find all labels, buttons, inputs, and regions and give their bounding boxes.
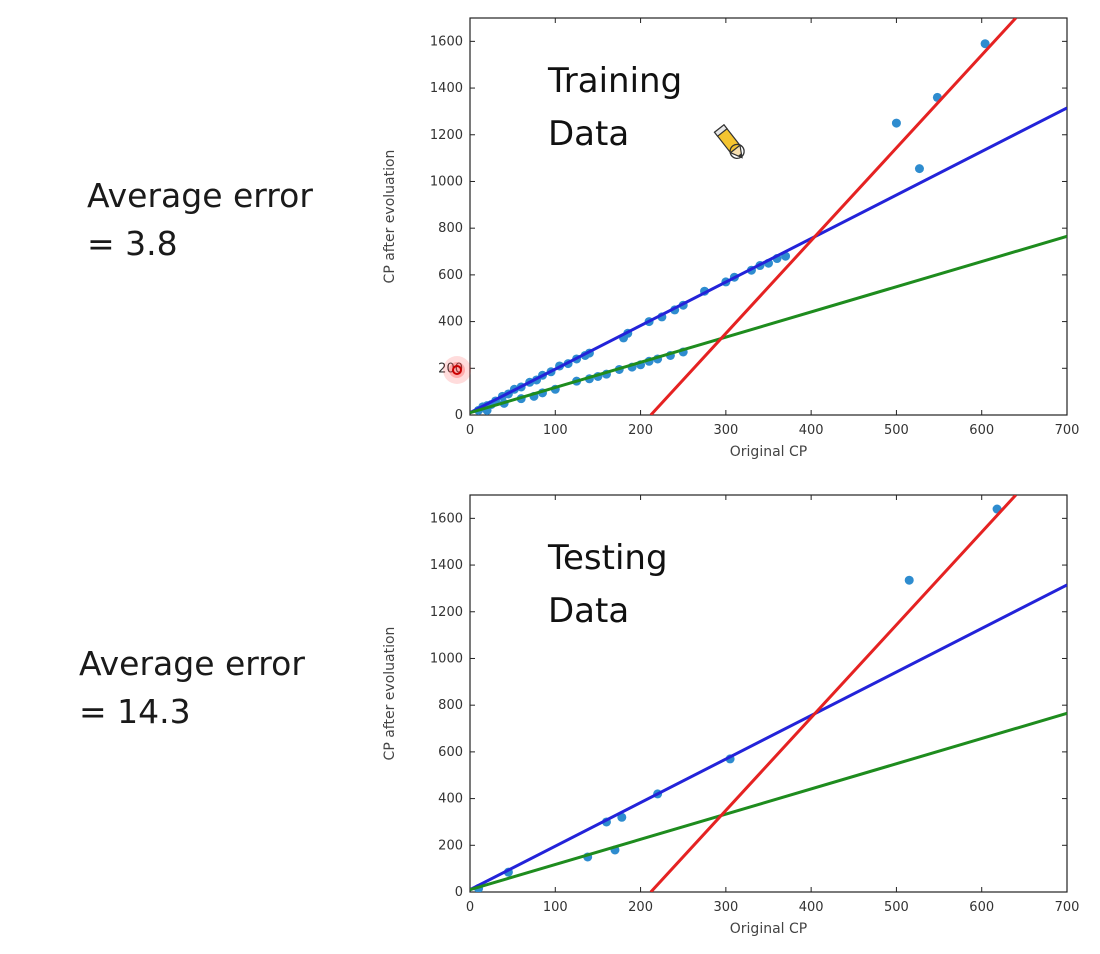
fit-line-red: [649, 495, 1017, 892]
chart-annotation-line: Data: [548, 114, 629, 154]
x-tick-label: 300: [713, 900, 738, 915]
data-point: [914, 164, 924, 174]
fit-line-blue: [470, 583, 1067, 892]
chart-annotation-line: Data: [548, 591, 629, 631]
y-tick-label: 1200: [430, 605, 463, 620]
x-tick-label: 100: [543, 900, 568, 915]
x-tick-label: 700: [1055, 900, 1080, 915]
y-tick-label: 400: [438, 792, 463, 807]
y-tick-label: 0: [455, 885, 463, 900]
x-tick-label: 500: [884, 900, 909, 915]
x-tick-label: 0: [466, 900, 474, 915]
fit-line-green: [470, 234, 1067, 415]
fit-lines: [470, 18, 1067, 415]
y-axis-label: CP after evoluation: [382, 150, 398, 284]
y-tick-label: 800: [438, 698, 463, 713]
y-tick-label: 400: [438, 315, 463, 330]
average-error-testing: Average error = 14.3: [79, 640, 305, 736]
x-tick-label: 400: [799, 423, 824, 438]
data-point: [980, 39, 990, 49]
chart-annotation-line: Testing: [547, 538, 668, 578]
data-point: [617, 812, 627, 822]
y-tick-label: 1000: [430, 651, 463, 666]
fit-line-red: [649, 18, 1017, 415]
y-tick-label: 1000: [430, 174, 463, 189]
x-tick-label: 600: [969, 900, 994, 915]
y-tick-label: 600: [438, 268, 463, 283]
x-tick-label: 0: [466, 423, 474, 438]
x-tick-label: 500: [884, 423, 909, 438]
y-tick-label: 1400: [430, 81, 463, 96]
x-tick-label: 100: [543, 423, 568, 438]
fit-line-green: [470, 711, 1067, 892]
cursor-highlight-icon: [443, 356, 471, 384]
y-tick-label: 200: [438, 838, 463, 853]
pencil-cursor-icon: [713, 124, 745, 160]
chart-annotation-line: Training: [547, 61, 682, 101]
x-tick-label: 400: [799, 900, 824, 915]
y-tick-label: 800: [438, 221, 463, 236]
average-error-value: = 14.3: [79, 692, 191, 731]
y-axis-label: CP after evoluation: [382, 627, 398, 761]
fit-lines: [470, 495, 1067, 892]
training-data-chart: 0 100 200 300 400 500 600 700020040060080010001…: [382, 17, 1080, 460]
data-point: [904, 575, 914, 585]
average-error-label: Average error: [87, 176, 313, 215]
average-error-value: = 3.8: [87, 224, 178, 263]
x-tick-label: 200: [628, 423, 653, 438]
y-tick-label: 1200: [430, 128, 463, 143]
x-tick-label: 300: [713, 423, 738, 438]
x-tick-label: 600: [969, 423, 994, 438]
y-tick-label: 1600: [430, 34, 463, 49]
fit-line-blue: [470, 106, 1067, 415]
x-tick-label: 200: [628, 900, 653, 915]
x-axis-label: Original CP: [730, 444, 807, 460]
testing-data-chart: 0 100 200 300 400 500 600 700 0 200 400 600 800 1000 1…: [382, 494, 1080, 937]
average-error-training: Average error = 3.8: [87, 172, 313, 268]
y-tick-label: 1600: [430, 511, 463, 526]
y-tick-label: 1400: [430, 558, 463, 573]
average-error-label: Average error: [79, 644, 305, 683]
plot-frame: [469, 494, 1068, 893]
plot-frame: [469, 17, 1068, 416]
x-tick-label: 700: [1055, 423, 1080, 438]
y-tick-label: 600: [438, 745, 463, 760]
y-tick-label: 0: [455, 408, 463, 423]
x-axis-label: Original CP: [730, 921, 807, 937]
data-point: [891, 118, 901, 128]
